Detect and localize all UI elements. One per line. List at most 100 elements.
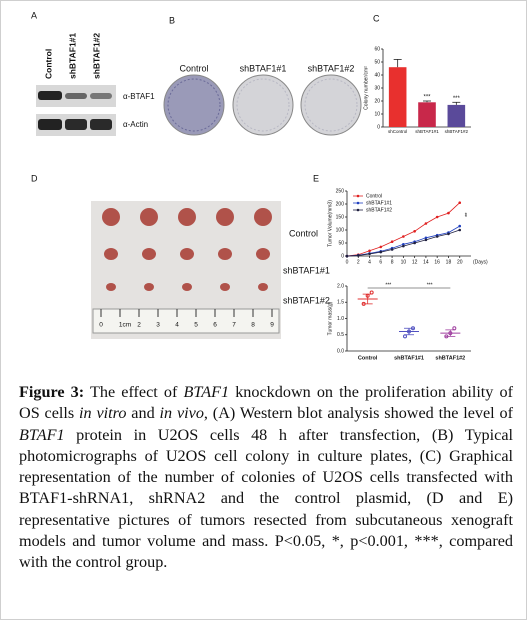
series-line: [346, 202, 460, 257]
marker: [379, 250, 383, 254]
y-tick-label: 1.5: [337, 300, 344, 306]
tumor: [144, 283, 154, 291]
plate-inner: [167, 78, 221, 132]
marker: [402, 243, 405, 246]
marker: [458, 224, 462, 228]
x-tick-label: 2: [357, 259, 360, 265]
panel-label: B: [169, 15, 175, 25]
y-tick-label: 60: [374, 46, 380, 52]
tumor: [180, 248, 194, 260]
x-tick-label: shBTAF1#2: [435, 355, 465, 361]
tumor: [142, 248, 156, 260]
point: [444, 334, 449, 339]
marker: [413, 230, 416, 233]
y-tick-label: 100: [336, 227, 345, 233]
caption-part: , (A) Western blot analysis showed the l…: [203, 404, 514, 423]
legend-label: shBTAF1#2: [366, 207, 392, 213]
marker: [379, 245, 383, 249]
ruler-label: 2: [137, 322, 141, 329]
tumor: [216, 208, 234, 226]
significance: ***: [453, 96, 461, 102]
x-tick-label: 18: [446, 259, 452, 265]
marker: [435, 235, 439, 238]
legend-marker: [356, 208, 360, 212]
point: [365, 293, 370, 298]
panel-label: E: [313, 173, 319, 183]
tumor-row-label: shBTAF1#2: [283, 295, 330, 305]
caption-part: BTAF1: [19, 425, 65, 444]
marker: [402, 235, 405, 238]
x-tick-label: 12: [412, 259, 418, 265]
marker: [402, 244, 405, 248]
marker: [368, 249, 371, 253]
plate: [232, 74, 294, 136]
marker: [447, 211, 450, 215]
marker: [390, 240, 394, 243]
tumor: [254, 208, 272, 226]
panel-label: D: [31, 173, 38, 183]
caption-part: and: [126, 404, 160, 423]
marker: [447, 232, 450, 236]
ruler-label: 3: [156, 322, 160, 329]
plate-label: shBTAF1#2: [308, 63, 355, 73]
y-tick-label: 50: [338, 240, 344, 246]
caption-part: The effect of: [84, 383, 184, 401]
y-tick-label: 10: [374, 111, 380, 117]
marker: [435, 215, 439, 219]
legend-marker: [356, 194, 360, 198]
y-tick-label: 1.0: [337, 316, 344, 322]
tumor: [140, 208, 158, 226]
x-tick-label: shControl: [388, 129, 407, 134]
y-tick-label: 20: [374, 98, 380, 104]
y-tick-label: 0.5: [337, 332, 344, 338]
point: [407, 329, 411, 334]
y-tick-label: 250: [336, 188, 345, 194]
x-tick-label: shBTAF1#1: [394, 355, 424, 361]
tumor: [102, 208, 120, 226]
tumor-row-label: shBTAF1#1: [283, 265, 330, 275]
x-tick-label: shBTAF1#2: [445, 129, 469, 134]
blot-band: [65, 119, 87, 130]
panel-label: C: [373, 13, 380, 23]
ruler-label: 5: [194, 322, 198, 329]
panel-label: A: [31, 10, 37, 20]
marker: [458, 201, 462, 204]
y-tick-label: 0: [377, 124, 380, 130]
ruler-label: 6: [213, 322, 217, 329]
tumor-row-label: Control: [289, 228, 318, 238]
x-axis-label: (Days): [473, 259, 488, 265]
x-tick-label: 16: [434, 259, 440, 265]
ruler: [92, 308, 280, 334]
tumor: [178, 208, 196, 226]
tumor: [220, 283, 230, 291]
series-line: [346, 225, 460, 257]
bar: [418, 102, 436, 127]
tumor: [256, 248, 270, 260]
blot-band: [90, 93, 112, 99]
band-label: α-BTAF1: [123, 92, 155, 101]
marker: [458, 228, 462, 232]
legend-label: Control: [366, 193, 382, 199]
x-tick-label: shBTAF1#1: [415, 129, 439, 134]
bar: [447, 104, 466, 127]
legend-label: shBTAF1#1: [366, 200, 392, 206]
plate-inner: [236, 78, 290, 132]
y-axis-label: Tumor Volume(mm3): [327, 200, 333, 247]
point: [403, 334, 407, 339]
plate-label: Control: [179, 63, 208, 73]
plate-inner: [304, 78, 358, 132]
blot-band: [90, 119, 112, 130]
point: [369, 290, 374, 295]
plate-label: shBTAF1#1: [240, 63, 287, 73]
lane-label: shBTAF1#1: [67, 33, 77, 79]
x-tick-label: 14: [423, 259, 429, 265]
point: [411, 326, 415, 331]
caption-part: knockdown on the proliferation ability o…: [19, 383, 513, 423]
marker: [368, 252, 371, 256]
point: [448, 331, 453, 336]
x-tick-label: 4: [368, 259, 371, 265]
tumor: [258, 283, 268, 291]
y-tick-label: 200: [336, 201, 345, 207]
